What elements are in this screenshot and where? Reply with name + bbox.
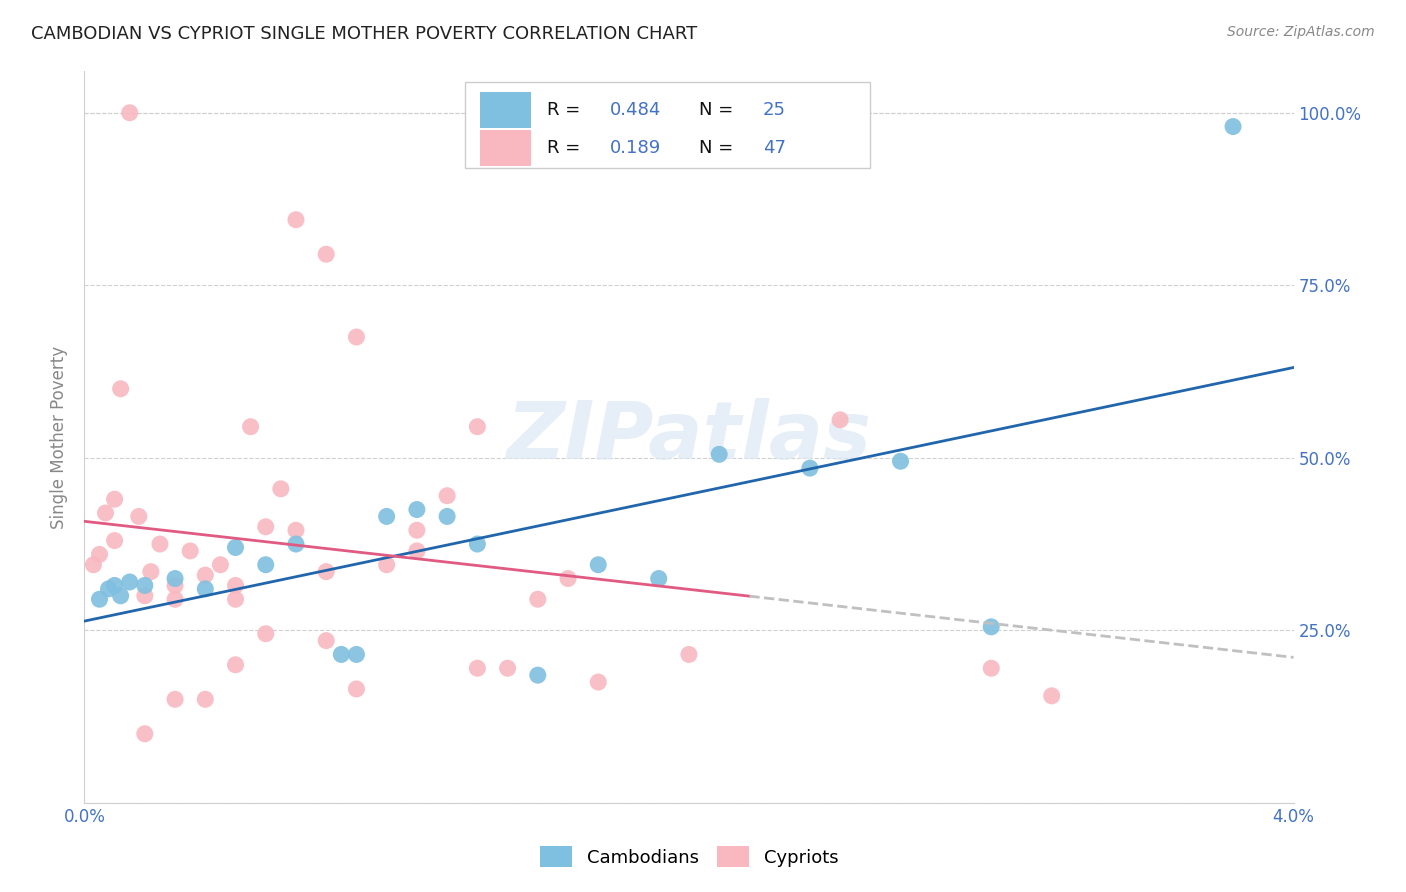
Point bbox=[82, 558, 104, 572]
Point bbox=[89, 592, 111, 607]
Point bbox=[375, 509, 398, 524]
Point bbox=[104, 578, 127, 592]
Text: 0.484: 0.484 bbox=[610, 101, 662, 119]
Text: CAMBODIAN VS CYPRIOT SINGLE MOTHER POVERTY CORRELATION CHART: CAMBODIAN VS CYPRIOT SINGLE MOTHER POVER… bbox=[31, 25, 697, 43]
Point bbox=[165, 592, 187, 607]
Point bbox=[209, 558, 232, 572]
Text: R =: R = bbox=[547, 139, 586, 157]
Point bbox=[270, 482, 292, 496]
Point bbox=[467, 419, 489, 434]
Point bbox=[678, 648, 700, 662]
Point bbox=[346, 330, 368, 344]
FancyBboxPatch shape bbox=[465, 81, 870, 168]
FancyBboxPatch shape bbox=[479, 93, 530, 128]
Point bbox=[104, 492, 127, 507]
Point bbox=[194, 582, 217, 596]
Point bbox=[406, 544, 429, 558]
Point bbox=[285, 212, 308, 227]
Point bbox=[225, 541, 247, 555]
Point bbox=[97, 582, 120, 596]
Point bbox=[467, 661, 489, 675]
Text: ZIPatlas: ZIPatlas bbox=[506, 398, 872, 476]
Point bbox=[94, 506, 117, 520]
Point bbox=[254, 626, 277, 640]
Point bbox=[89, 548, 111, 562]
Point bbox=[588, 675, 610, 690]
Point bbox=[830, 413, 852, 427]
Point bbox=[980, 620, 1002, 634]
Point bbox=[709, 447, 731, 461]
Point bbox=[225, 578, 247, 592]
Text: 47: 47 bbox=[762, 139, 786, 157]
Point bbox=[149, 537, 172, 551]
Point bbox=[799, 461, 821, 475]
Point bbox=[239, 419, 262, 434]
Point bbox=[134, 589, 156, 603]
Point bbox=[225, 657, 247, 672]
Point bbox=[406, 502, 429, 516]
Point bbox=[436, 509, 458, 524]
Point bbox=[1222, 120, 1244, 134]
Point bbox=[375, 558, 398, 572]
Point bbox=[254, 520, 277, 534]
Point bbox=[890, 454, 912, 468]
Point bbox=[330, 648, 353, 662]
Point bbox=[104, 533, 127, 548]
Point bbox=[315, 565, 337, 579]
Point bbox=[118, 574, 141, 589]
Point bbox=[980, 661, 1002, 675]
Legend: Cambodians, Cypriots: Cambodians, Cypriots bbox=[533, 839, 845, 874]
Point bbox=[527, 592, 550, 607]
Point bbox=[165, 572, 187, 586]
Point bbox=[648, 572, 671, 586]
Text: 0.189: 0.189 bbox=[610, 139, 662, 157]
Point bbox=[128, 509, 150, 524]
Point bbox=[134, 727, 156, 741]
Point bbox=[315, 247, 337, 261]
Point bbox=[346, 681, 368, 696]
Text: R =: R = bbox=[547, 101, 586, 119]
Point bbox=[110, 589, 132, 603]
Text: 25: 25 bbox=[762, 101, 786, 119]
Point bbox=[557, 572, 579, 586]
Text: N =: N = bbox=[699, 139, 738, 157]
Point bbox=[194, 692, 217, 706]
Text: Source: ZipAtlas.com: Source: ZipAtlas.com bbox=[1227, 25, 1375, 39]
Point bbox=[110, 382, 132, 396]
Point bbox=[194, 568, 217, 582]
Point bbox=[165, 578, 187, 592]
Point bbox=[285, 523, 308, 537]
Point bbox=[179, 544, 201, 558]
Point bbox=[118, 105, 141, 120]
FancyBboxPatch shape bbox=[479, 130, 530, 166]
Point bbox=[139, 565, 162, 579]
Point bbox=[588, 558, 610, 572]
Point bbox=[254, 558, 277, 572]
Y-axis label: Single Mother Poverty: Single Mother Poverty bbox=[51, 345, 69, 529]
Point bbox=[346, 648, 368, 662]
Text: N =: N = bbox=[699, 101, 738, 119]
Point bbox=[527, 668, 550, 682]
Point bbox=[496, 661, 519, 675]
Point bbox=[225, 592, 247, 607]
Point bbox=[1040, 689, 1063, 703]
Point bbox=[436, 489, 458, 503]
Point bbox=[406, 523, 429, 537]
Point bbox=[134, 578, 156, 592]
Point bbox=[165, 692, 187, 706]
Point bbox=[467, 537, 489, 551]
Point bbox=[285, 537, 308, 551]
Point bbox=[315, 633, 337, 648]
